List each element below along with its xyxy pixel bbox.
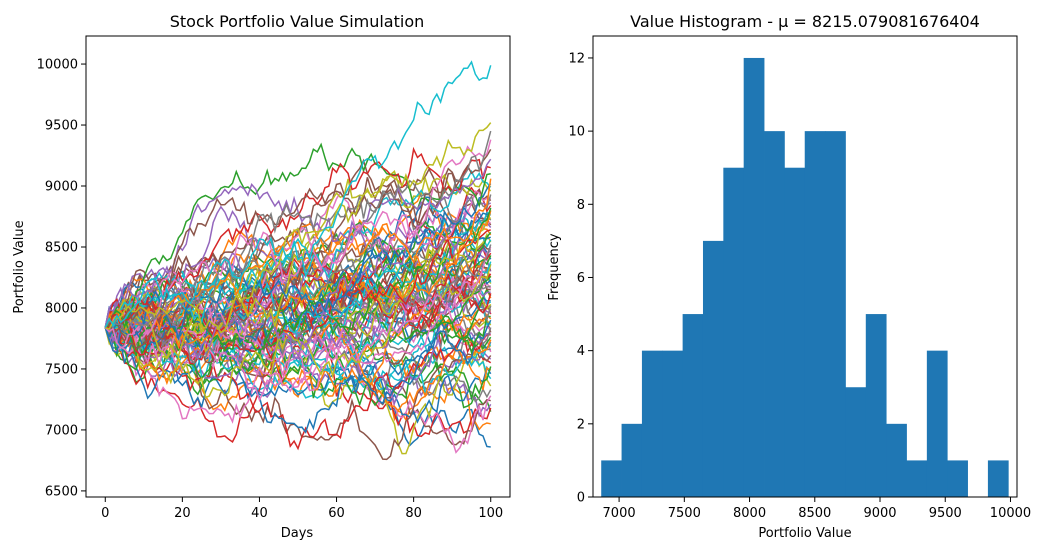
histogram-bar [641, 350, 663, 497]
histogram-bar [702, 240, 724, 497]
simulation-line [104, 218, 491, 346]
histogram-x-label: Portfolio Value [758, 526, 851, 541]
simulation-line [104, 217, 492, 399]
line-chart-y-ticks: 6500 7000 7500 8000 8500 9000 9500 10000 [37, 58, 86, 499]
simulation-line [104, 190, 491, 340]
histogram-bar [926, 350, 948, 497]
simulation-line [104, 149, 492, 334]
histogram-x-tick-label: 8000 [733, 506, 766, 521]
histogram-y-tick-label: 6 [577, 271, 585, 286]
line-chart-x-tick-label: 40 [251, 506, 268, 521]
histogram-bar [662, 350, 684, 497]
histogram-bar [987, 460, 1009, 497]
histogram-bar [825, 131, 846, 497]
line-chart-y-label: Portfolio Value [12, 220, 27, 313]
line-chart-x-tick-label: 20 [174, 506, 191, 521]
histogram-x-tick-label: 7500 [668, 506, 701, 521]
histogram-x-tick-label: 10000 [990, 506, 1031, 521]
histogram-bar [682, 314, 704, 497]
simulation-line [104, 130, 492, 334]
histogram-bar [845, 387, 867, 497]
histogram-bar [723, 167, 745, 497]
line-chart-x-tick-label: 80 [405, 506, 422, 521]
histogram-bar [743, 57, 765, 497]
simulation-line [104, 139, 492, 349]
histogram-bar [804, 131, 826, 497]
histogram-bar [764, 131, 785, 497]
line-chart-y-tick-label: 6500 [45, 484, 78, 499]
line-chart-y-tick-label: 9000 [45, 180, 78, 195]
simulation-line [104, 183, 492, 341]
line-chart-y-tick-label: 8500 [45, 240, 78, 255]
simulation-line [104, 158, 492, 328]
histogram-bar [886, 423, 907, 497]
line-chart-title: Stock Portfolio Value Simulation [170, 12, 425, 31]
line-chart-x-ticks: 0 20 40 60 80 100 [101, 497, 503, 521]
histogram-x-tick-label: 9500 [929, 506, 962, 521]
histogram-y-tick-label: 10 [568, 125, 585, 140]
histogram-bar [865, 314, 887, 497]
histogram-bar [947, 460, 968, 497]
simulation-line [105, 326, 492, 407]
histogram-x-tick-label: 8500 [798, 506, 831, 521]
line-chart-y-tick-label: 10000 [37, 58, 78, 73]
simulation-line [104, 327, 491, 451]
histogram-y-label: Frequency [547, 233, 562, 300]
simulation-line [104, 142, 491, 330]
histogram-x-tick-label: 9000 [863, 506, 896, 521]
histogram-y-tick-label: 0 [577, 491, 585, 506]
line-chart-y-tick-label: 7500 [45, 362, 78, 377]
histogram-x-ticks: 7000 7500 8000 8500 9000 9500 10000 [603, 497, 1031, 521]
simulation-line [104, 186, 492, 356]
histogram-chart: Value Histogram - μ = 8215.079081676404 … [547, 12, 1031, 541]
line-chart-x-tick-label: 0 [101, 506, 109, 521]
line-chart-y-tick-label: 8000 [45, 301, 78, 316]
simulation-line [104, 122, 492, 334]
histogram-y-tick-label: 4 [577, 344, 585, 359]
line-chart-y-tick-label: 9500 [45, 119, 78, 134]
line-chart-x-tick-label: 100 [478, 506, 503, 521]
histogram-y-tick-label: 8 [577, 198, 585, 213]
line-chart: Stock Portfolio Value Simulation 0 20 40 60… [12, 12, 511, 541]
histogram-frame [592, 35, 1018, 498]
simulation-line [104, 301, 491, 406]
histogram-y-tick-label: 2 [577, 417, 585, 432]
simulation-lines [104, 60, 492, 461]
histogram-bar [784, 167, 806, 497]
line-chart-frame [85, 35, 511, 498]
histogram-bar [601, 460, 622, 497]
histogram-y-ticks: 0 2 4 6 8 10 12 [568, 51, 593, 506]
simulation-line [104, 167, 492, 349]
histogram-title: Value Histogram - μ = 8215.079081676404 [630, 12, 980, 31]
histogram-bars [601, 57, 1009, 497]
histogram-x-tick-label: 7000 [603, 506, 636, 521]
histogram-y-tick-label: 12 [568, 51, 585, 66]
line-chart-y-tick-label: 7000 [45, 423, 78, 438]
histogram-bar [621, 423, 643, 497]
line-chart-x-label: Days [281, 526, 314, 541]
histogram-bar [906, 460, 928, 497]
line-chart-x-tick-label: 60 [328, 506, 345, 521]
simulation-line [104, 190, 492, 329]
simulation-line [104, 60, 492, 328]
